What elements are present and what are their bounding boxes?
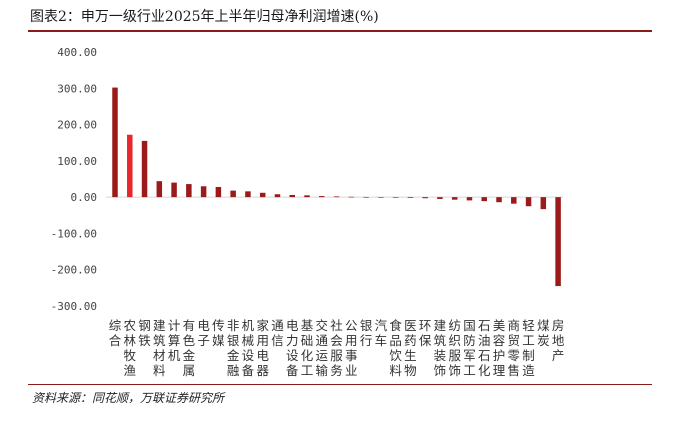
bar	[555, 197, 561, 287]
x-category-label: 社会服务	[330, 318, 343, 378]
x-category-label: 电子	[197, 318, 210, 348]
x-category-label: 有色金属	[183, 318, 196, 378]
x-category-label: 煤炭	[537, 318, 550, 348]
x-category-label: 国防军工	[463, 318, 476, 378]
x-category-label: 钢铁	[138, 318, 151, 348]
x-category-label: 医药生物	[404, 318, 417, 378]
y-tick-label: -300.00	[51, 300, 97, 313]
x-category-label: 银行	[360, 318, 373, 348]
x-category-label: 汽车	[375, 318, 388, 348]
bar	[496, 197, 502, 203]
x-category-label: 家用电器	[256, 318, 269, 378]
x-category-label: 基础化工	[301, 318, 314, 378]
bar	[259, 192, 266, 198]
y-tick-label: 400.00	[57, 46, 97, 59]
title-rule	[28, 30, 652, 32]
bar	[378, 197, 384, 198]
y-tick-label: -200.00	[51, 264, 97, 277]
bar	[215, 186, 222, 198]
source-rule	[28, 384, 652, 385]
bar	[156, 181, 163, 198]
bar	[245, 191, 251, 198]
bar	[422, 197, 428, 199]
x-category-label: 建筑材料	[153, 318, 166, 378]
bar	[112, 87, 118, 198]
bar	[186, 184, 192, 198]
x-category-label: 非银金融	[227, 318, 240, 378]
x-category-label: 公用事业	[345, 318, 358, 378]
x-category-label: 交通运输	[316, 318, 329, 378]
bar	[230, 190, 236, 198]
y-tick-label: 300.00	[57, 82, 97, 95]
chart-title: 图表2：申万一级行业2025年上半年归母净利润增速(%)	[30, 9, 379, 25]
bar	[333, 196, 340, 198]
y-tick-label: 200.00	[57, 119, 97, 132]
x-category-label: 计算机	[168, 318, 181, 363]
bar	[289, 194, 295, 198]
bar	[127, 134, 133, 198]
bar	[141, 140, 148, 198]
bar	[407, 197, 414, 198]
bar	[437, 197, 443, 199]
x-category-label: 商贸零售	[508, 318, 521, 378]
x-category-label: 石油石化	[478, 318, 491, 378]
x-category-label: 环保	[419, 318, 432, 348]
bar	[525, 197, 532, 207]
x-category-label: 美容护理	[493, 318, 506, 378]
source-note: 资料来源：同花顺，万联证券研究所	[32, 391, 225, 405]
x-category-label: 建筑装饰	[434, 318, 447, 378]
x-category-label: 机械设备	[242, 318, 255, 378]
x-category-label: 电力设备	[286, 318, 299, 378]
y-tick-label: -100.00	[51, 227, 97, 240]
bar	[319, 196, 325, 198]
x-category-label: 农林牧渔	[124, 318, 137, 378]
x-category-label: 轻工制造	[522, 318, 535, 378]
bar	[171, 182, 177, 198]
bar	[466, 197, 473, 201]
bar	[363, 196, 369, 198]
y-tick-label: 0.00	[71, 191, 98, 204]
bar	[540, 197, 547, 210]
bar	[481, 197, 487, 202]
x-category-label: 房地产	[552, 318, 565, 363]
x-category-label: 传媒	[212, 318, 225, 348]
bar	[200, 186, 207, 198]
x-category-label: 纺织服饰	[448, 318, 461, 378]
bar	[304, 195, 310, 198]
x-category-label: 综合	[109, 318, 122, 348]
y-tick-label: 100.00	[57, 155, 97, 168]
bar	[348, 196, 355, 198]
bar	[392, 197, 399, 198]
bar	[451, 197, 458, 200]
x-category-label: 食品饮料	[389, 318, 402, 378]
bar	[511, 197, 517, 204]
x-category-label: 通信	[271, 318, 284, 348]
bar	[274, 194, 281, 198]
